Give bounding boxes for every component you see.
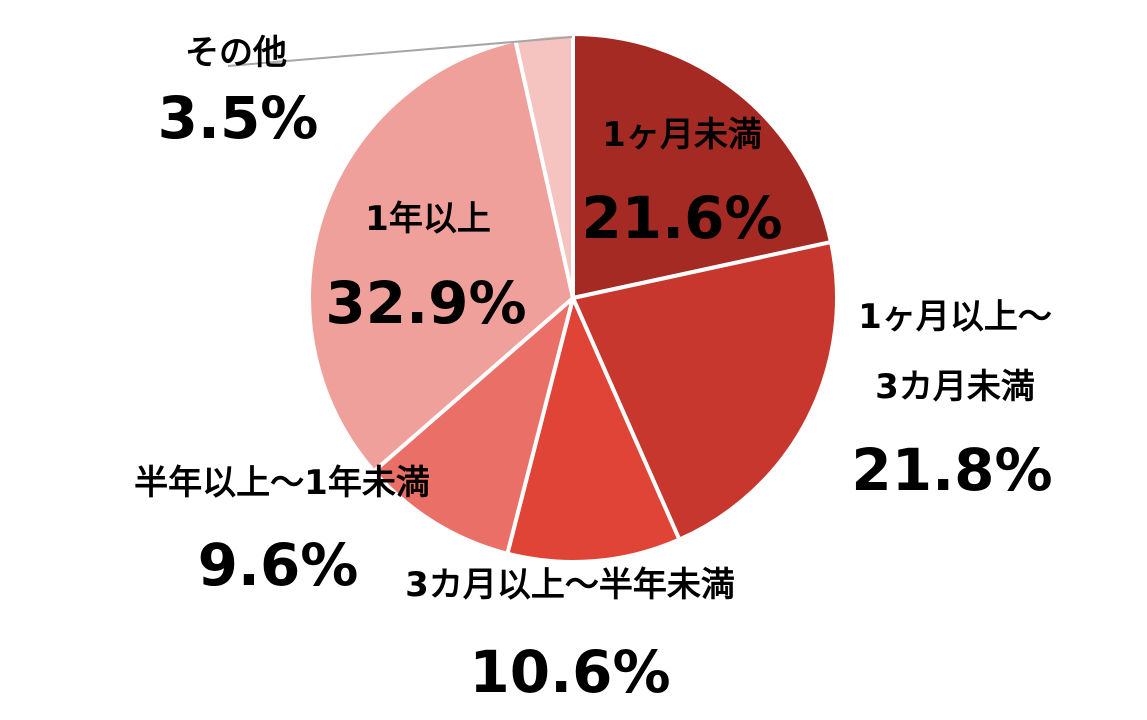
slice-value-label-2: 21.8% bbox=[851, 436, 1052, 504]
slice-value-label-6: 3.5% bbox=[158, 84, 319, 152]
slice-label-2-line-1: 1ヶ月以上～ bbox=[858, 297, 1052, 337]
slice-value-label-3: 10.6% bbox=[469, 638, 670, 706]
slice-label-6-line-1: その他 bbox=[185, 33, 287, 73]
pie-slice-5 bbox=[307, 38, 575, 474]
slice-label-2-line-2: 3カ月未満 bbox=[875, 367, 1035, 407]
pie-slice-1 bbox=[571, 32, 833, 300]
slice-labels: 1ヶ月未満 21.6% 1ヶ月以上～ 3カ月未満 21.8% 3カ月以上～半年未満 10.6… bbox=[134, 33, 1052, 706]
slice-label-3-line-1: 3カ月以上～半年未満 bbox=[405, 565, 735, 605]
pie-slice-2 bbox=[571, 240, 839, 542]
slice-value-label-1: 21.6% bbox=[581, 184, 782, 252]
slice-label-4-line-1: 半年以上～1年未満 bbox=[134, 463, 430, 503]
pie-slice-3 bbox=[505, 296, 682, 564]
slice-label-5-line-1: 1年以上 bbox=[365, 199, 491, 239]
leader-line-other bbox=[227, 36, 573, 67]
slice-value-label-4: 9.6% bbox=[198, 531, 359, 599]
pie-slice-6 bbox=[513, 32, 575, 300]
pie-slices bbox=[307, 32, 839, 564]
slice-value-label-5: 32.9% bbox=[325, 269, 526, 337]
slice-label-1-line-1: 1ヶ月未満 bbox=[602, 115, 762, 155]
pie-slice-4 bbox=[371, 296, 575, 556]
